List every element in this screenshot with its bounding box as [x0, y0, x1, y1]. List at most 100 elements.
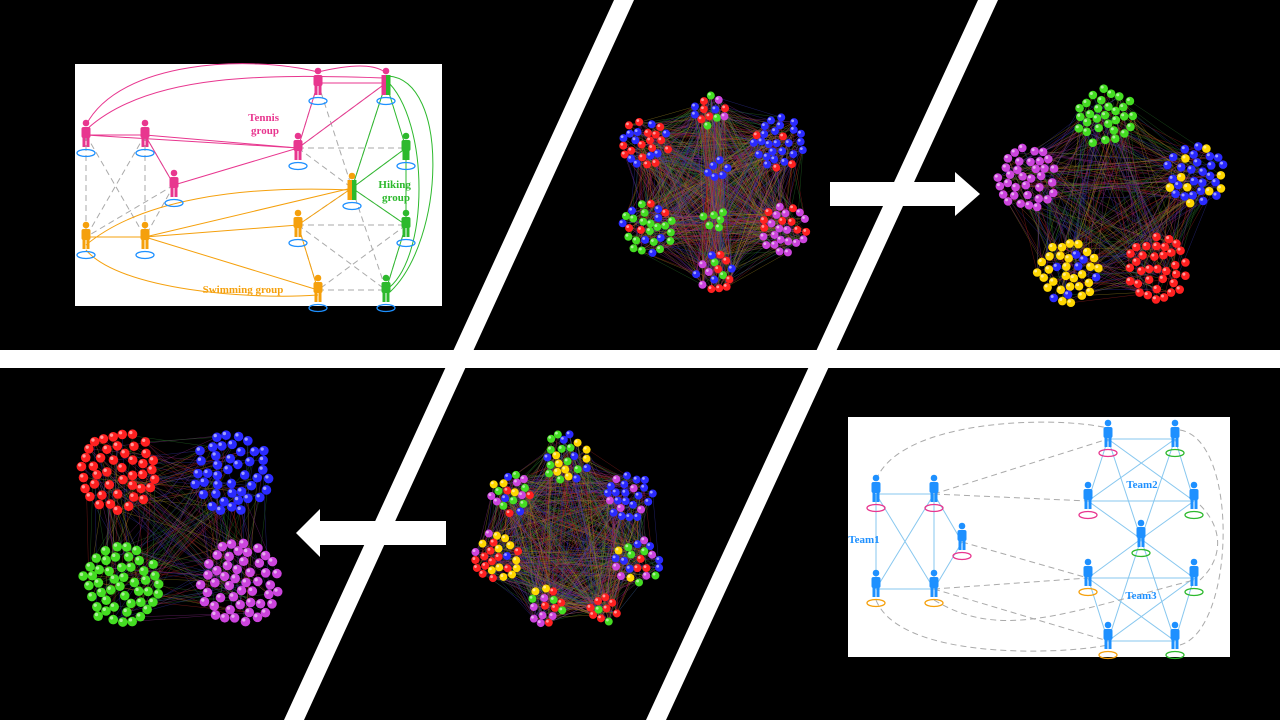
left-leg: [958, 540, 962, 550]
node-body: [495, 563, 504, 572]
node: [501, 494, 510, 503]
node-highlight: [1075, 241, 1079, 245]
node: [499, 479, 508, 488]
node-highlight: [85, 445, 89, 449]
node-highlight: [265, 590, 269, 595]
node-highlight: [1095, 105, 1099, 109]
node-highlight: [1127, 278, 1131, 282]
node: [1111, 106, 1120, 116]
node-highlight: [1063, 263, 1067, 267]
node-highlight: [721, 113, 725, 117]
torso: [169, 177, 179, 188]
node: [235, 446, 246, 457]
graph-edge: [711, 160, 720, 290]
node: [1159, 293, 1169, 302]
node-highlight: [720, 272, 724, 276]
node-body: [242, 547, 253, 558]
head: [1171, 621, 1179, 629]
node-body: [1216, 170, 1226, 180]
swimming-edge: [144, 187, 353, 238]
node-body: [202, 587, 213, 598]
node-body: [97, 490, 107, 500]
node-body: [1152, 232, 1161, 242]
node-highlight: [715, 97, 719, 100]
node-body: [1066, 298, 1076, 308]
node-highlight: [1058, 244, 1062, 248]
node-highlight: [255, 559, 260, 564]
node: [1093, 104, 1103, 113]
node-highlight: [1024, 191, 1028, 195]
node-body: [1181, 271, 1190, 280]
node-body: [777, 113, 786, 122]
node: [1038, 147, 1048, 157]
node-body: [199, 596, 210, 607]
node-highlight: [504, 553, 507, 556]
node: [647, 120, 656, 129]
graph-edge: [114, 543, 232, 580]
node-highlight: [641, 548, 645, 552]
node-highlight: [260, 447, 264, 451]
person-icon: [924, 474, 944, 513]
node-body: [721, 104, 730, 113]
node-body: [709, 161, 718, 170]
node-highlight: [95, 566, 100, 570]
node-highlight: [722, 105, 726, 109]
node-body: [529, 614, 538, 623]
node-body: [596, 614, 605, 623]
graph-edge: [1047, 131, 1087, 288]
graph-edge: [702, 227, 720, 265]
node: [129, 441, 139, 452]
node: [503, 564, 512, 573]
node: [242, 547, 253, 558]
node: [1142, 241, 1151, 251]
person-icon: [1078, 558, 1098, 597]
node-body: [260, 567, 271, 578]
node-highlight: [1040, 148, 1044, 152]
node-body: [108, 455, 119, 465]
node-body: [1192, 158, 1202, 167]
node: [1144, 275, 1154, 285]
node-highlight: [233, 566, 238, 570]
node-body: [546, 461, 555, 470]
node-highlight: [638, 141, 642, 145]
node-highlight: [564, 458, 568, 462]
node-highlight: [1004, 155, 1008, 159]
node-body: [712, 113, 721, 122]
ground-ring: [288, 238, 308, 248]
graph-edge: [1056, 266, 1148, 296]
node: [640, 208, 649, 217]
graph-edge: [510, 545, 594, 616]
node: [657, 136, 666, 145]
node: [634, 491, 643, 500]
node: [1048, 277, 1058, 286]
node-body: [633, 512, 642, 521]
node: [1092, 114, 1102, 123]
node-body: [561, 465, 570, 474]
node: [1043, 154, 1053, 164]
person-icon: [952, 522, 972, 561]
node-highlight: [750, 139, 754, 143]
node: [1048, 242, 1057, 252]
hiking-edge: [351, 187, 407, 226]
graph-edge: [642, 221, 709, 273]
node: [240, 616, 251, 627]
graph-edge: [779, 141, 801, 252]
node-highlight: [1112, 135, 1116, 139]
node-highlight: [1050, 189, 1054, 193]
node-highlight: [785, 238, 789, 242]
node-body: [232, 564, 242, 575]
node-highlight: [649, 551, 653, 555]
node-body: [101, 606, 111, 616]
node-body: [235, 505, 246, 515]
node-highlight: [114, 442, 118, 446]
node-highlight: [777, 236, 781, 240]
node-highlight: [139, 496, 144, 500]
node: [1074, 239, 1083, 249]
node-highlight: [633, 237, 637, 241]
node-body: [126, 562, 136, 572]
graph-edge: [132, 614, 216, 622]
node-body: [594, 597, 603, 606]
node: [93, 578, 104, 588]
right-leg: [1088, 499, 1092, 509]
dashed-edge: [297, 147, 353, 189]
